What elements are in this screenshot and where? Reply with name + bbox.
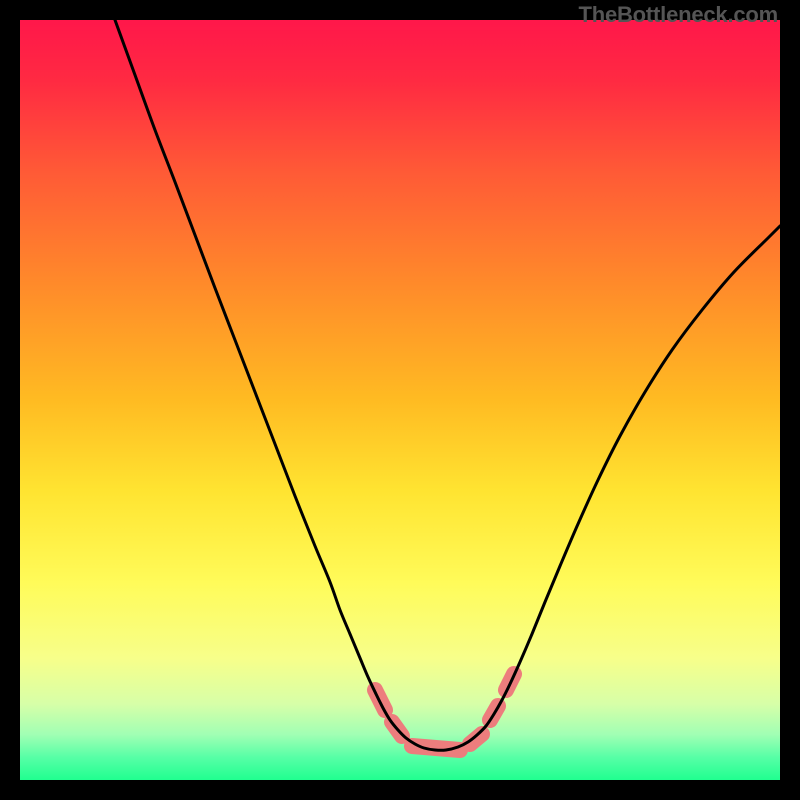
gradient-background [20,20,780,780]
chart-frame: TheBottleneck.com [0,0,800,800]
plot-svg [20,20,780,780]
plot-area [20,20,780,780]
